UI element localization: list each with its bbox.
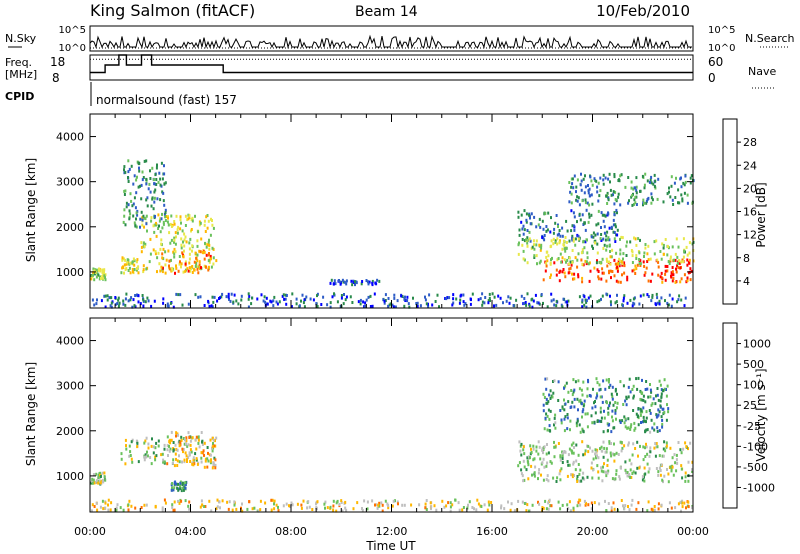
power-ytick-label-1: 2000 bbox=[56, 221, 84, 234]
nsky-series-line bbox=[89, 34, 692, 49]
velocity-echo-region-5 bbox=[542, 376, 670, 434]
power-colorbar-tick-0: 28 bbox=[743, 136, 757, 149]
power-colorbar-tick-3: 16 bbox=[743, 206, 757, 219]
nsearch-label: N.Search bbox=[745, 32, 795, 45]
freq-label-line1: Freq. bbox=[5, 56, 32, 69]
velocity-colorbar-tick-3: 25 bbox=[743, 399, 757, 412]
velocity-colorbar-tick-1: 500 bbox=[743, 358, 764, 371]
power-colorbar-tick-4: 12 bbox=[743, 229, 757, 242]
power-colorbar-tick-6: 4 bbox=[743, 275, 750, 288]
power-panel: 1000 2000 3000 4000 Slant Range [km] 28 24 20… bbox=[24, 113, 768, 309]
x-tick-label-6: 00:00 bbox=[677, 525, 709, 538]
freq-label-line2: [MHz] bbox=[5, 68, 37, 81]
noise-left-tick-bottom: 10^0 bbox=[59, 43, 86, 54]
velocity-ytick-label-2: 3000 bbox=[56, 380, 84, 393]
power-echo-region-3 bbox=[160, 250, 212, 275]
nsky-label: N.Sky bbox=[5, 32, 37, 45]
noise-panel: N.Sky 10^5 10^0 10^5 10^0 N.Search bbox=[5, 25, 795, 54]
freq-right-tick-bottom: 0 bbox=[708, 71, 716, 85]
cpid-text: normalsound (fast) 157 bbox=[96, 93, 237, 107]
power-colorbar-label: Power [dB] bbox=[754, 182, 768, 247]
velocity-ytick-label-0: 1000 bbox=[56, 470, 84, 483]
velocity-echo-region-6 bbox=[90, 498, 694, 513]
freq-left-tick-bottom: 8 bbox=[52, 71, 60, 85]
x-tick-label-3: 12:00 bbox=[376, 525, 408, 538]
beam-title: Beam 14 bbox=[355, 4, 418, 20]
cpid-label: CPID bbox=[5, 90, 34, 103]
x-tick-label-0: 00:00 bbox=[74, 525, 106, 538]
x-tick-label-4: 16:00 bbox=[476, 525, 508, 538]
x-axis-label: Time UT bbox=[365, 539, 416, 553]
power-colorbar-tick-5: 8 bbox=[743, 252, 750, 265]
power-ylabel: Slant Range [km] bbox=[24, 158, 38, 262]
velocity-echo-region-4 bbox=[517, 440, 694, 484]
noise-left-tick-top: 10^5 bbox=[59, 25, 86, 36]
nave-label: Nave bbox=[748, 65, 776, 78]
velocity-colorbar-tick-2: 100 bbox=[743, 379, 764, 392]
velocity-echo-region-2 bbox=[166, 430, 217, 470]
freq-left-tick-top: 18 bbox=[50, 55, 65, 69]
power-echo-region-0 bbox=[90, 267, 107, 282]
velocity-ytick-label-1: 2000 bbox=[56, 425, 84, 438]
power-ytick-label-2: 3000 bbox=[56, 176, 84, 189]
velocity-echo-region-0 bbox=[90, 471, 107, 486]
station-title: King Salmon (fitACF) bbox=[90, 1, 255, 20]
x-tick-label-5: 20:00 bbox=[577, 525, 609, 538]
power-echo-region-10 bbox=[91, 292, 687, 309]
freq-series-line bbox=[90, 54, 693, 74]
velocity-panel: 1000 2000 3000 4000 Slant Range [km] 1000 50… bbox=[24, 317, 775, 513]
x-tick-label-2: 08:00 bbox=[275, 525, 307, 538]
velocity-colorbar-tick-7: -1000 bbox=[743, 481, 775, 494]
power-ytick-label-0: 1000 bbox=[56, 266, 84, 279]
power-colorbar-tick-2: 20 bbox=[743, 182, 757, 195]
freq-right-tick-top: 60 bbox=[708, 55, 723, 69]
power-echo-region-1 bbox=[120, 256, 140, 275]
freq-panel: Freq. [MHz] 18 8 60 0 Nave bbox=[5, 54, 776, 89]
power-echo-region-4 bbox=[122, 159, 167, 230]
velocity-colorbar-tick-5: -100 bbox=[743, 440, 768, 453]
power-echo-region-6 bbox=[517, 208, 619, 244]
velocity-colorbar-label: Velocity [m s⁻¹] bbox=[754, 368, 768, 461]
velocity-ylabel: Slant Range [km] bbox=[24, 362, 38, 466]
velocity-colorbar-tick-0: 1000 bbox=[743, 338, 771, 351]
power-echo-region-5 bbox=[329, 278, 381, 287]
noise-right-tick-top: 10^5 bbox=[708, 25, 735, 36]
power-echo-region-9 bbox=[568, 172, 695, 207]
velocity-colorbar-tick-6: -500 bbox=[743, 461, 768, 474]
power-colorbar-tick-1: 24 bbox=[743, 159, 757, 172]
x-tick-label-1: 04:00 bbox=[175, 525, 207, 538]
power-echo-region-2 bbox=[140, 213, 218, 274]
noise-panel-frame bbox=[89, 25, 694, 52]
velocity-colorbar-tick-4: -25 bbox=[743, 420, 761, 433]
power-ytick-label-3: 4000 bbox=[56, 131, 84, 144]
power-panel-frame bbox=[89, 113, 694, 309]
velocity-ytick-label-3: 4000 bbox=[56, 335, 84, 348]
date-title: 10/Feb/2010 bbox=[596, 2, 690, 20]
freq-panel-frame bbox=[89, 54, 694, 81]
noise-right-tick-bottom: 10^0 bbox=[708, 43, 735, 54]
velocity-echo-region-3 bbox=[170, 480, 188, 493]
